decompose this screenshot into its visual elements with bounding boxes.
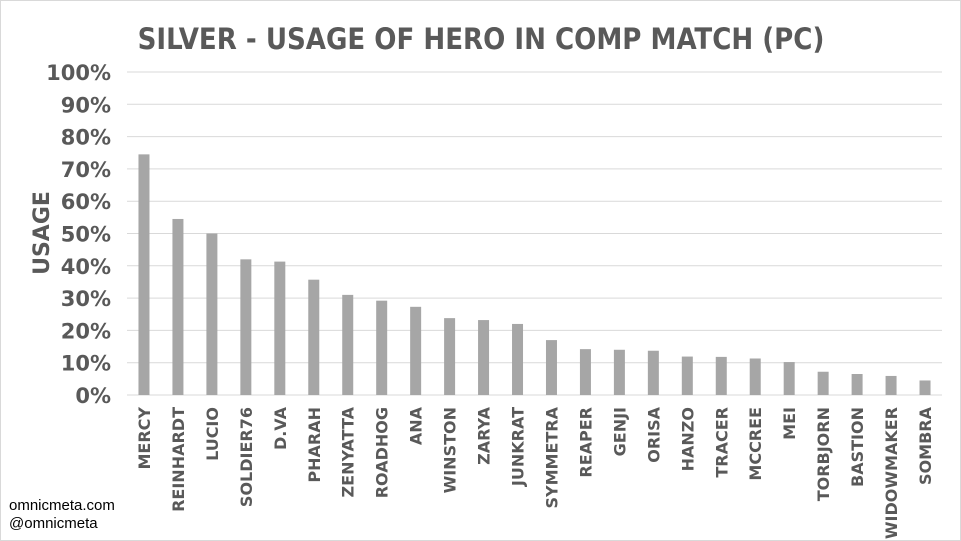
bar-sombra: [919, 380, 931, 395]
bar-junkrat: [512, 323, 524, 395]
bar-hanzo: [681, 356, 693, 395]
x-tick-label: GENJI: [610, 407, 629, 456]
credit-handle: @omnicmeta: [9, 515, 98, 532]
x-tick-label: REINHARDT: [169, 407, 188, 512]
x-tick-label: ORISA: [644, 406, 663, 462]
y-tick-label: 90%: [61, 93, 111, 117]
bar-genji: [613, 349, 625, 395]
x-tick-label: WIDOWMAKER: [882, 407, 901, 539]
bar-mei: [783, 362, 795, 395]
bar-roadhog: [376, 300, 388, 395]
y-tick-label: 0%: [75, 384, 111, 408]
gridlines: [127, 71, 942, 364]
y-tick-label: 50%: [61, 223, 111, 247]
bar-torbjorn: [817, 371, 829, 395]
bar-mccree: [749, 358, 761, 395]
x-tick-label: MERCY: [135, 407, 154, 470]
y-tick-label: 60%: [61, 190, 111, 214]
x-tick-label: LUCIO: [203, 407, 222, 461]
x-tick-label: MEI: [780, 407, 799, 440]
x-tick-label: TORBJORN: [814, 407, 833, 501]
x-tick-label: BASTION: [848, 407, 867, 487]
bar-zenyatta: [342, 294, 354, 395]
bar-ana: [410, 306, 422, 395]
x-tick-label: TRACER: [712, 407, 731, 478]
bar-lucio: [206, 233, 218, 395]
bar-tracer: [715, 356, 727, 395]
y-tick-label: 20%: [61, 319, 111, 343]
y-tick-label: 10%: [61, 352, 111, 376]
bar-pharah: [308, 279, 320, 395]
x-tick-label: ZARYA: [475, 406, 494, 464]
bar-reinhardt: [172, 218, 184, 395]
bar-symmetra: [545, 340, 557, 395]
x-tick-label: ROADHOG: [373, 407, 392, 498]
y-tick-label: 80%: [61, 126, 111, 150]
chart-title: SILVER - USAGE OF HERO IN COMP MATCH (PC…: [138, 22, 825, 56]
bar-widowmaker: [885, 375, 897, 395]
x-tick-label: MCCREE: [746, 407, 765, 481]
x-tick-label: SOMBRA: [916, 406, 935, 485]
bar-zarya: [478, 320, 490, 395]
x-tick-label: ANA: [407, 406, 426, 445]
bar-soldier76: [240, 259, 252, 395]
x-tick-label: REAPER: [576, 407, 595, 478]
y-tick-label: 70%: [61, 158, 111, 182]
x-axis-ticks: MERCY REINHARDT LUCIO SOLDIER76 D.VA PHARAH ZE…: [135, 406, 935, 539]
bar-orisa: [647, 350, 659, 395]
y-tick-label: 100%: [46, 61, 111, 85]
bar-winston: [444, 318, 456, 395]
x-tick-label: D.VA: [271, 406, 290, 450]
bars: [138, 154, 931, 395]
bar-mercy: [138, 154, 150, 395]
x-tick-label: PHARAH: [305, 407, 324, 483]
x-tick-label: JUNKRAT: [509, 407, 528, 487]
y-tick-label: 40%: [61, 255, 111, 279]
x-tick-label: HANZO: [678, 407, 697, 471]
y-tick-label: 30%: [61, 287, 111, 311]
credit-site: omnicmeta.com: [9, 497, 115, 514]
x-tick-label: SOLDIER76: [237, 407, 256, 507]
x-tick-label: SYMMETRA: [542, 406, 561, 508]
bar-d-va: [274, 261, 286, 395]
y-axis-label: USAGE: [30, 191, 55, 275]
y-axis-ticks: 0% 10% 20% 30% 40% 50% 60% 70% 80% 90% 100%: [46, 61, 111, 408]
bar-bastion: [851, 374, 863, 395]
x-tick-label: ZENYATTA: [339, 406, 358, 497]
x-tick-label: WINSTON: [441, 407, 460, 493]
bar-reaper: [579, 349, 591, 395]
